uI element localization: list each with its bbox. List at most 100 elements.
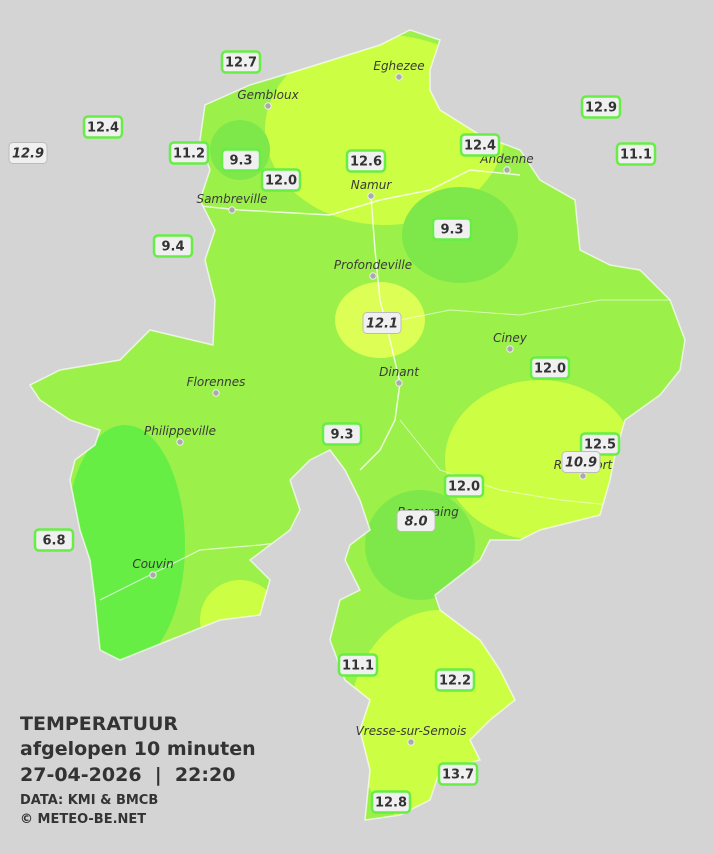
station: 12.2 bbox=[434, 668, 476, 692]
city-label: Namur bbox=[351, 178, 393, 192]
station: 11.1 bbox=[615, 142, 657, 166]
station-box bbox=[431, 217, 473, 241]
city-dot bbox=[407, 738, 415, 746]
station-value: 12.9 bbox=[585, 101, 617, 116]
station: 12.4 bbox=[82, 115, 124, 139]
station-box bbox=[529, 356, 571, 380]
station-value: 12.6 bbox=[350, 155, 382, 170]
station: 12.9 bbox=[8, 142, 48, 164]
legend-subtitle: afgelopen 10 minuten bbox=[20, 738, 256, 760]
station: 12.1 bbox=[362, 312, 402, 334]
station-value: 12.0 bbox=[265, 174, 297, 189]
legend-title: TEMPERATUUR bbox=[20, 713, 178, 735]
station: 12.0 bbox=[443, 474, 485, 498]
station-value: 13.7 bbox=[442, 768, 474, 783]
city-label: Sambreville bbox=[196, 192, 267, 206]
station: 12.9 bbox=[580, 95, 622, 119]
city-label: Dinant bbox=[379, 365, 420, 379]
city-dot bbox=[395, 379, 403, 387]
station: 9.3 bbox=[220, 148, 262, 172]
station-value: 12.2 bbox=[439, 674, 471, 689]
station-box bbox=[337, 653, 379, 677]
city-label: Profondeville bbox=[334, 258, 412, 272]
station-box bbox=[443, 474, 485, 498]
station-box bbox=[168, 141, 210, 165]
station: 12.0 bbox=[529, 356, 571, 380]
station-value: 9.3 bbox=[229, 154, 252, 169]
station-box bbox=[345, 149, 387, 173]
station: 12.5 bbox=[579, 432, 621, 456]
station-value: 12.1 bbox=[366, 317, 398, 332]
station-value: 12.0 bbox=[534, 362, 566, 377]
station: 12.4 bbox=[459, 133, 501, 157]
station-value: 12.9 bbox=[12, 147, 44, 162]
station-value: 12.8 bbox=[375, 796, 407, 811]
station-value: 9.3 bbox=[330, 428, 353, 443]
station-value: 8.0 bbox=[404, 515, 427, 530]
station: 11.2 bbox=[168, 141, 210, 165]
station-value: 11.1 bbox=[342, 659, 374, 674]
city-label: Eghezee bbox=[373, 59, 424, 73]
station-box bbox=[82, 115, 124, 139]
station: 12.6 bbox=[345, 149, 387, 173]
station: 13.7 bbox=[437, 762, 479, 786]
city-dot bbox=[228, 206, 236, 214]
city-label: Vresse-sur-Semois bbox=[356, 724, 467, 738]
station-box bbox=[580, 95, 622, 119]
cities: EghezeeGemblouxAndenneNamurSambrevillePr… bbox=[132, 59, 614, 746]
city-dot bbox=[579, 472, 587, 480]
city-dot bbox=[367, 192, 375, 200]
station-box bbox=[8, 142, 48, 164]
station: 11.1 bbox=[337, 653, 379, 677]
city-dot bbox=[176, 438, 184, 446]
city-dot bbox=[506, 345, 514, 353]
station-box bbox=[396, 510, 436, 532]
legend-datetime: 27-04-2026 | 22:20 bbox=[20, 764, 235, 786]
station-box bbox=[561, 451, 601, 473]
city-dot bbox=[369, 272, 377, 280]
station-value: 9.3 bbox=[440, 223, 463, 238]
legend-copyright: © METEO-BE.NET bbox=[20, 812, 146, 827]
city-label: Ciney bbox=[493, 331, 528, 345]
station: 9.4 bbox=[152, 234, 194, 258]
city-dot bbox=[149, 571, 157, 579]
station-box bbox=[260, 168, 302, 192]
station-box bbox=[33, 528, 75, 552]
station-box bbox=[321, 422, 363, 446]
city-dot bbox=[212, 389, 220, 397]
city-label: Gembloux bbox=[237, 88, 299, 102]
station-value: 12.5 bbox=[584, 438, 616, 453]
city-label: Florennes bbox=[187, 375, 246, 389]
station: 8.0 bbox=[396, 510, 436, 532]
station-box bbox=[434, 668, 476, 692]
station-box bbox=[152, 234, 194, 258]
station-value: 12.0 bbox=[448, 480, 480, 495]
city-label: Couvin bbox=[132, 557, 173, 571]
station-box bbox=[459, 133, 501, 157]
station-value: 6.8 bbox=[42, 534, 65, 549]
station: 9.3 bbox=[431, 217, 473, 241]
station: 12.7 bbox=[220, 50, 262, 74]
city-dot bbox=[264, 102, 272, 110]
station-box bbox=[220, 148, 262, 172]
station-value: 12.7 bbox=[225, 56, 257, 71]
station-value: 10.9 bbox=[565, 456, 597, 471]
station: 12.8 bbox=[370, 790, 412, 814]
legend-source: DATA: KMI & BMCB bbox=[20, 793, 158, 808]
station: 12.0 bbox=[260, 168, 302, 192]
station: 10.9 bbox=[561, 451, 601, 473]
station-value: 11.2 bbox=[173, 147, 205, 162]
station-box bbox=[370, 790, 412, 814]
city-dot bbox=[395, 73, 403, 81]
station: 9.3 bbox=[321, 422, 363, 446]
station-value: 11.1 bbox=[620, 148, 652, 163]
stations: 12.7 12.4 12.9 11.2 9.3 12.0 12.6 12.4 12.9 11.1 9… bbox=[8, 50, 657, 814]
station-box bbox=[437, 762, 479, 786]
city-dot bbox=[503, 166, 511, 174]
city-label: Philippeville bbox=[144, 424, 216, 438]
station-value: 12.4 bbox=[464, 139, 496, 154]
station-value: 12.4 bbox=[87, 121, 119, 136]
station-box bbox=[615, 142, 657, 166]
station-box bbox=[220, 50, 262, 74]
